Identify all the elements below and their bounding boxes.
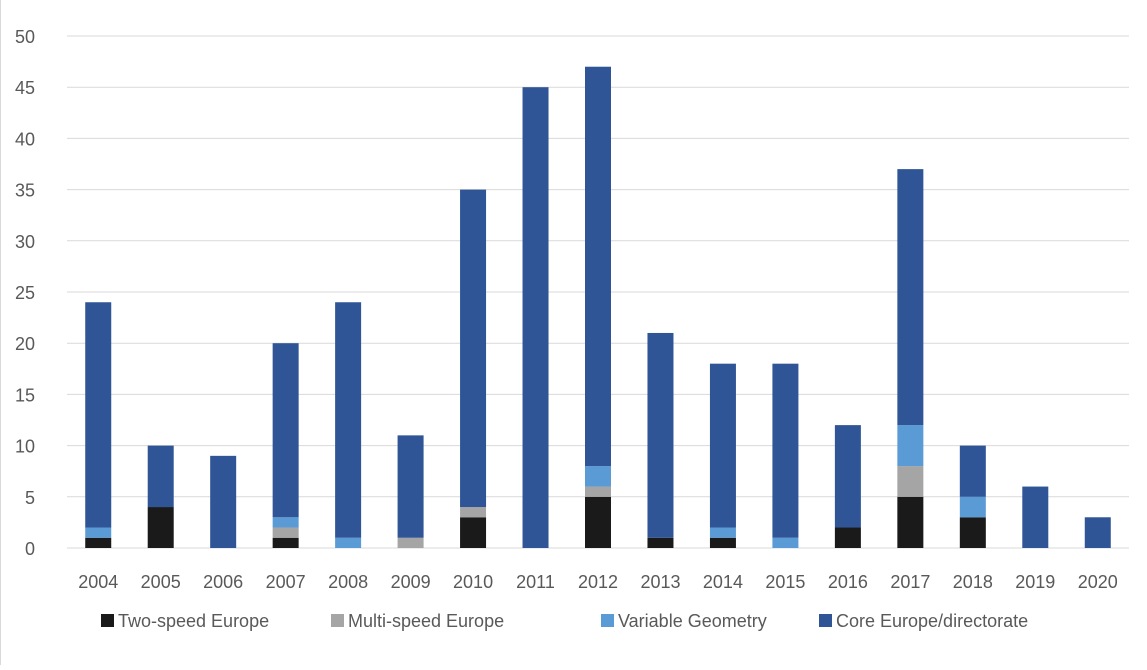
legend-label-two-speed-europe: Two-speed Europe xyxy=(118,611,269,631)
legend-swatch-core-europe-directorate xyxy=(819,614,832,627)
bar-segment-two-speed-europe-2010 xyxy=(460,517,487,548)
y-tick-label: 40 xyxy=(15,129,35,149)
x-tick-label: 2011 xyxy=(516,572,555,592)
bar-segment-core-europe-directorate-2007 xyxy=(272,343,299,518)
x-tick-label: 2006 xyxy=(203,572,243,592)
y-tick-label: 20 xyxy=(15,334,35,354)
bar-segment-variable-geometry-2014 xyxy=(709,527,736,538)
y-tick-label: 35 xyxy=(15,181,35,201)
y-tick-label: 25 xyxy=(15,283,35,303)
bar-segment-core-europe-directorate-2004 xyxy=(85,302,112,528)
bar-segment-two-speed-europe-2018 xyxy=(959,517,986,548)
y-tick-label: 45 xyxy=(15,78,35,98)
bar-segment-variable-geometry-2018 xyxy=(959,496,986,518)
x-tick-label: 2013 xyxy=(640,572,680,592)
bar-segment-core-europe-directorate-2013 xyxy=(647,332,674,538)
bar-segment-multi-speed-europe-2007 xyxy=(272,527,299,538)
bar-segment-core-europe-directorate-2009 xyxy=(397,435,424,538)
bar-segment-core-europe-directorate-2012 xyxy=(585,66,611,467)
bar-segment-core-europe-directorate-2015 xyxy=(772,363,799,538)
bar-segment-core-europe-directorate-2016 xyxy=(834,425,861,528)
legend-swatch-two-speed-europe xyxy=(101,614,114,627)
y-tick-label: 0 xyxy=(25,539,35,559)
legend-label-core-europe-directorate: Core Europe/directorate xyxy=(836,611,1028,631)
bar-segment-variable-geometry-2008 xyxy=(335,537,362,548)
bar-segment-multi-speed-europe-2010 xyxy=(460,507,487,518)
x-tick-label: 2007 xyxy=(266,572,306,592)
y-tick-label: 50 xyxy=(15,27,35,47)
bar-segment-multi-speed-europe-2009 xyxy=(397,537,424,548)
y-tick-label: 5 xyxy=(25,488,35,508)
legend-swatch-variable-geometry xyxy=(601,614,614,627)
x-tick-label: 2012 xyxy=(578,572,618,592)
y-tick-label: 10 xyxy=(15,437,35,457)
bar-segment-core-europe-directorate-2020 xyxy=(1084,517,1111,548)
bar-segment-core-europe-directorate-2006 xyxy=(210,455,237,548)
bar-segment-variable-geometry-2007 xyxy=(272,517,299,528)
x-tick-label: 2009 xyxy=(391,572,431,592)
y-axis-tick-labels: 0 5 10 15 20 25 30 35 40 45 50 xyxy=(15,27,35,559)
bars xyxy=(85,66,1111,548)
x-tick-label: 2016 xyxy=(828,572,868,592)
x-tick-label: 2014 xyxy=(703,572,743,592)
bar-segment-core-europe-directorate-2005 xyxy=(147,445,174,508)
bar-segment-core-europe-directorate-2010 xyxy=(460,189,487,508)
bar-segment-two-speed-europe-2004 xyxy=(85,537,112,548)
bar-segment-variable-geometry-2017 xyxy=(897,425,924,467)
y-tick-label: 15 xyxy=(15,385,35,405)
bar-segment-variable-geometry-2004 xyxy=(85,527,112,538)
x-tick-label: 2010 xyxy=(453,572,493,592)
x-tick-label: 2019 xyxy=(1015,572,1055,592)
bar-segment-two-speed-europe-2014 xyxy=(709,537,736,548)
bar-segment-core-europe-directorate-2008 xyxy=(335,302,362,538)
bar-segment-two-speed-europe-2007 xyxy=(272,537,299,548)
bar-segment-core-europe-directorate-2011 xyxy=(522,87,549,548)
bar-segment-two-speed-europe-2012 xyxy=(585,496,611,548)
x-tick-label: 2017 xyxy=(890,572,930,592)
x-axis-tick-labels: 2004 2005 2006 2007 2008 2009 2010 2011 2012 2013… xyxy=(78,572,1118,592)
bar-segment-variable-geometry-2012 xyxy=(585,466,611,487)
bar-segment-multi-speed-europe-2017 xyxy=(897,466,924,497)
legend: Two-speed Europe Multi-speed Europe Variab… xyxy=(101,611,1028,631)
bar-segment-core-europe-directorate-2019 xyxy=(1022,486,1049,548)
bar-segment-two-speed-europe-2013 xyxy=(647,537,674,548)
bar-segment-two-speed-europe-2005 xyxy=(147,507,174,548)
legend-swatch-multi-speed-europe xyxy=(331,614,344,627)
x-tick-label: 2018 xyxy=(953,572,993,592)
bar-segment-variable-geometry-2015 xyxy=(772,537,799,548)
bar-segment-core-europe-directorate-2017 xyxy=(897,169,924,426)
x-tick-label: 2015 xyxy=(765,572,805,592)
x-tick-label: 2004 xyxy=(78,572,118,592)
bar-segment-core-europe-directorate-2014 xyxy=(709,363,736,528)
legend-label-multi-speed-europe: Multi-speed Europe xyxy=(348,611,504,631)
y-tick-label: 30 xyxy=(15,232,35,252)
bar-segment-two-speed-europe-2017 xyxy=(897,496,924,548)
bar-segment-two-speed-europe-2016 xyxy=(834,527,861,548)
x-tick-label: 2008 xyxy=(328,572,368,592)
x-tick-label: 2020 xyxy=(1078,572,1118,592)
bar-segment-core-europe-directorate-2018 xyxy=(959,445,986,497)
bar-segment-multi-speed-europe-2012 xyxy=(585,486,611,497)
legend-label-variable-geometry: Variable Geometry xyxy=(618,611,767,631)
x-tick-label: 2005 xyxy=(141,572,181,592)
